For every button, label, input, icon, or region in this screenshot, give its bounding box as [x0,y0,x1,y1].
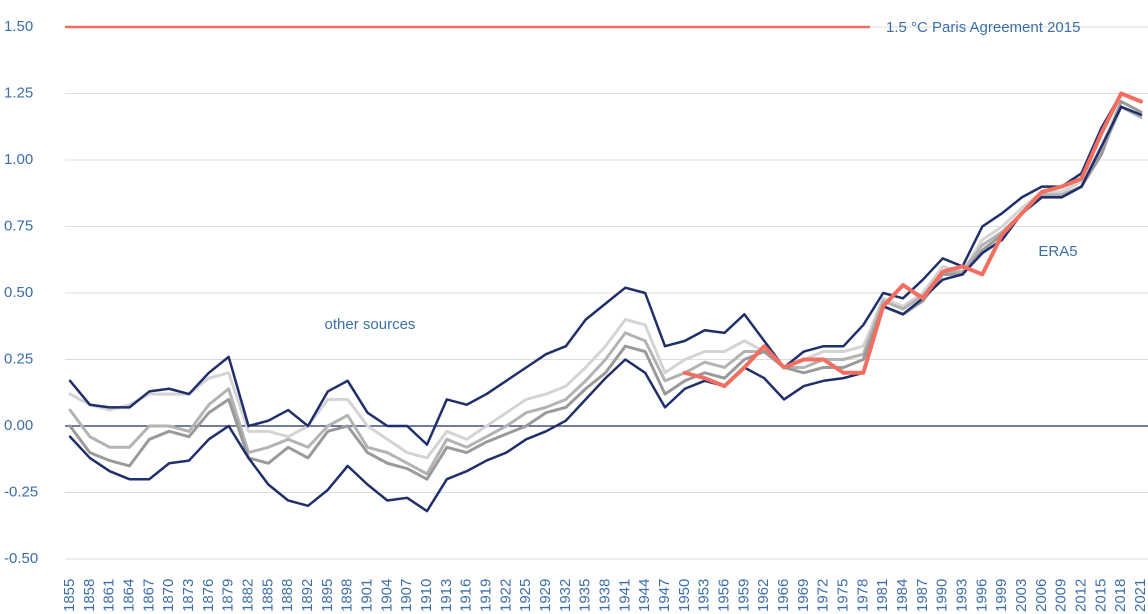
x-tick-label: 1904 [378,579,395,612]
x-tick-label: 1898 [339,579,356,612]
x-tick-label: 1944 [636,579,653,612]
x-tick-label: 1867 [140,579,157,612]
x-tick-label: 2012 [1072,579,1089,612]
annotation: ERA5 [1038,243,1077,260]
x-tick-label: 1870 [160,579,177,612]
x-tick-label: 1956 [715,579,732,612]
x-tick-label: 1969 [795,579,812,612]
x-tick-label: 1981 [874,579,891,612]
x-tick-label: 1864 [120,579,137,612]
x-tick-label: 1925 [517,579,534,612]
x-tick-label: 1972 [815,579,832,612]
x-tick-label: 2018 [1112,579,1129,612]
x-tick-label: 1984 [894,579,911,612]
x-tick-label: 1996 [973,579,990,612]
y-tick-label: 1.50 [4,18,33,35]
x-tick-label: 1907 [398,579,415,612]
y-tick-label: 1.25 [4,84,33,101]
y-tick-label: -0.25 [4,483,38,500]
x-tick-label: 1855 [61,579,78,612]
x-tick-label: 1888 [279,579,296,612]
x-tick-label: 2006 [1033,579,1050,612]
x-tick-label: 1879 [220,579,237,612]
x-tick-label: 1858 [81,579,98,612]
x-tick-label: 1953 [696,579,713,612]
x-tick-label: 1901 [358,579,375,612]
x-tick-label: 1922 [497,579,514,612]
x-tick-label: 1895 [319,579,336,612]
y-tick-label: 0.00 [4,417,33,434]
x-tick-label: 2021 [1132,579,1148,612]
x-tick-label: 1990 [934,579,951,612]
x-tick-label: 2009 [1053,579,1070,612]
x-tick-label: 2015 [1092,579,1109,612]
x-tick-label: 1882 [239,579,256,612]
series-line [68,99,1143,481]
y-tick-label: 1.00 [4,151,33,168]
x-tick-label: 1999 [993,579,1010,612]
x-tick-label: 1913 [438,579,455,612]
x-tick-label: 1966 [775,579,792,612]
x-tick-label: 1929 [537,579,554,612]
x-tick-label: 1861 [101,579,118,612]
x-tick-label: 1993 [953,579,970,612]
x-tick-label: 1962 [755,579,772,612]
x-tick-label: 1916 [458,579,475,612]
reference-label: 1.5 °C Paris Agreement 2015 [886,19,1080,36]
series-line [682,91,1143,389]
x-tick-label: 1892 [299,579,316,612]
series-line [68,105,1143,513]
x-tick-label: 1938 [596,579,613,612]
y-tick-label: 0.75 [4,217,33,234]
y-tick-label: -0.50 [4,550,38,567]
x-tick-label: 1873 [180,579,197,612]
x-tick-label: 1885 [259,579,276,612]
x-tick-label: 1987 [914,579,931,612]
x-tick-label: 1947 [656,579,673,612]
x-tick-label: 1959 [735,579,752,612]
annotation: other sources [325,316,416,333]
x-tick-label: 1975 [834,579,851,612]
x-tick-label: 1932 [557,579,574,612]
x-tick-label: 1876 [200,579,217,612]
series-line [68,105,1143,476]
x-tick-label: 1935 [577,579,594,612]
x-tick-label: 2003 [1013,579,1030,612]
y-tick-label: 0.25 [4,350,33,367]
x-tick-label: 1978 [854,579,871,612]
x-tick-label: 1910 [418,579,435,612]
x-tick-label: 1919 [477,579,494,612]
x-tick-label: 1950 [676,579,693,612]
y-tick-label: 0.50 [4,284,33,301]
x-tick-label: 1941 [616,579,633,612]
